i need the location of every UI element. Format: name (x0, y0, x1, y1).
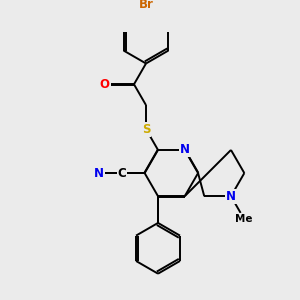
Text: N: N (180, 143, 190, 157)
Text: N: N (94, 167, 104, 180)
Text: N: N (226, 190, 236, 203)
Text: C: C (118, 167, 126, 180)
Text: Br: Br (139, 0, 153, 11)
Text: O: O (100, 78, 110, 91)
Text: S: S (142, 123, 150, 136)
Text: Me: Me (235, 214, 253, 224)
